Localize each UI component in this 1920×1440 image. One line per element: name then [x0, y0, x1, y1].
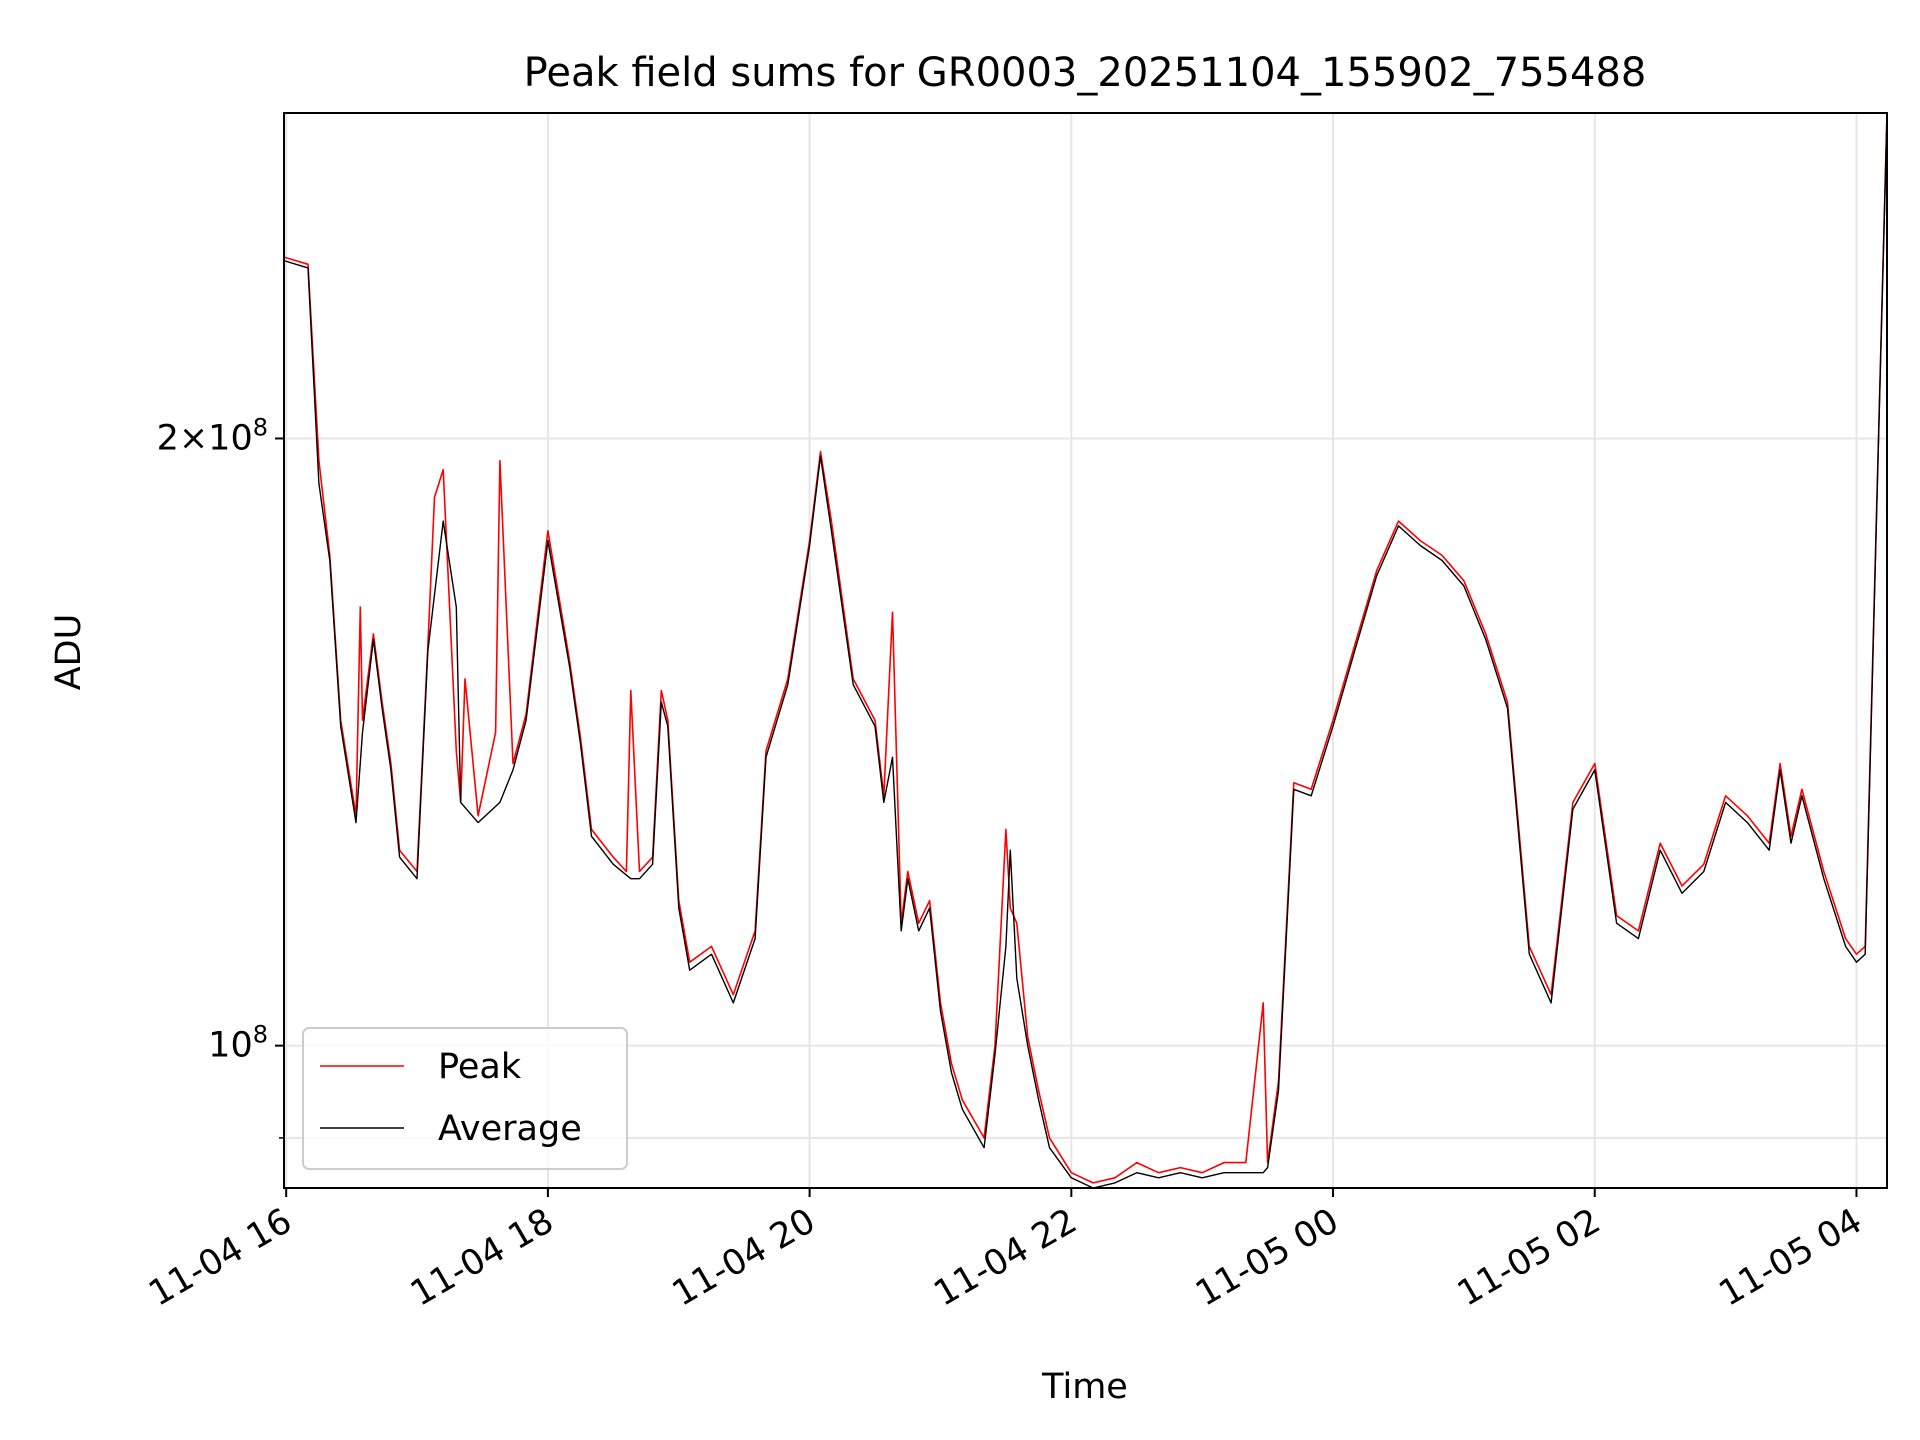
y-tick-label: 2×108 — [157, 413, 268, 458]
series-line-average — [284, 113, 1887, 1188]
legend: Peak Average — [302, 1027, 628, 1170]
legend-label-average: Average — [438, 1109, 582, 1149]
series-layer — [284, 113, 1887, 1188]
plot-frame — [283, 112, 1888, 1189]
x-axis-label: Time — [1041, 1367, 1128, 1407]
y-axis: 2×108 108 — [157, 413, 284, 1139]
y-tick-label: 108 — [208, 1021, 268, 1066]
chart-title: Peak field sums for GR0003_20251104_1559… — [524, 50, 1647, 96]
series-line-peak — [284, 113, 1887, 1184]
legend-label-peak: Peak — [438, 1047, 522, 1087]
y-axis-label: ADU — [49, 614, 89, 691]
legend-box — [302, 1027, 628, 1170]
